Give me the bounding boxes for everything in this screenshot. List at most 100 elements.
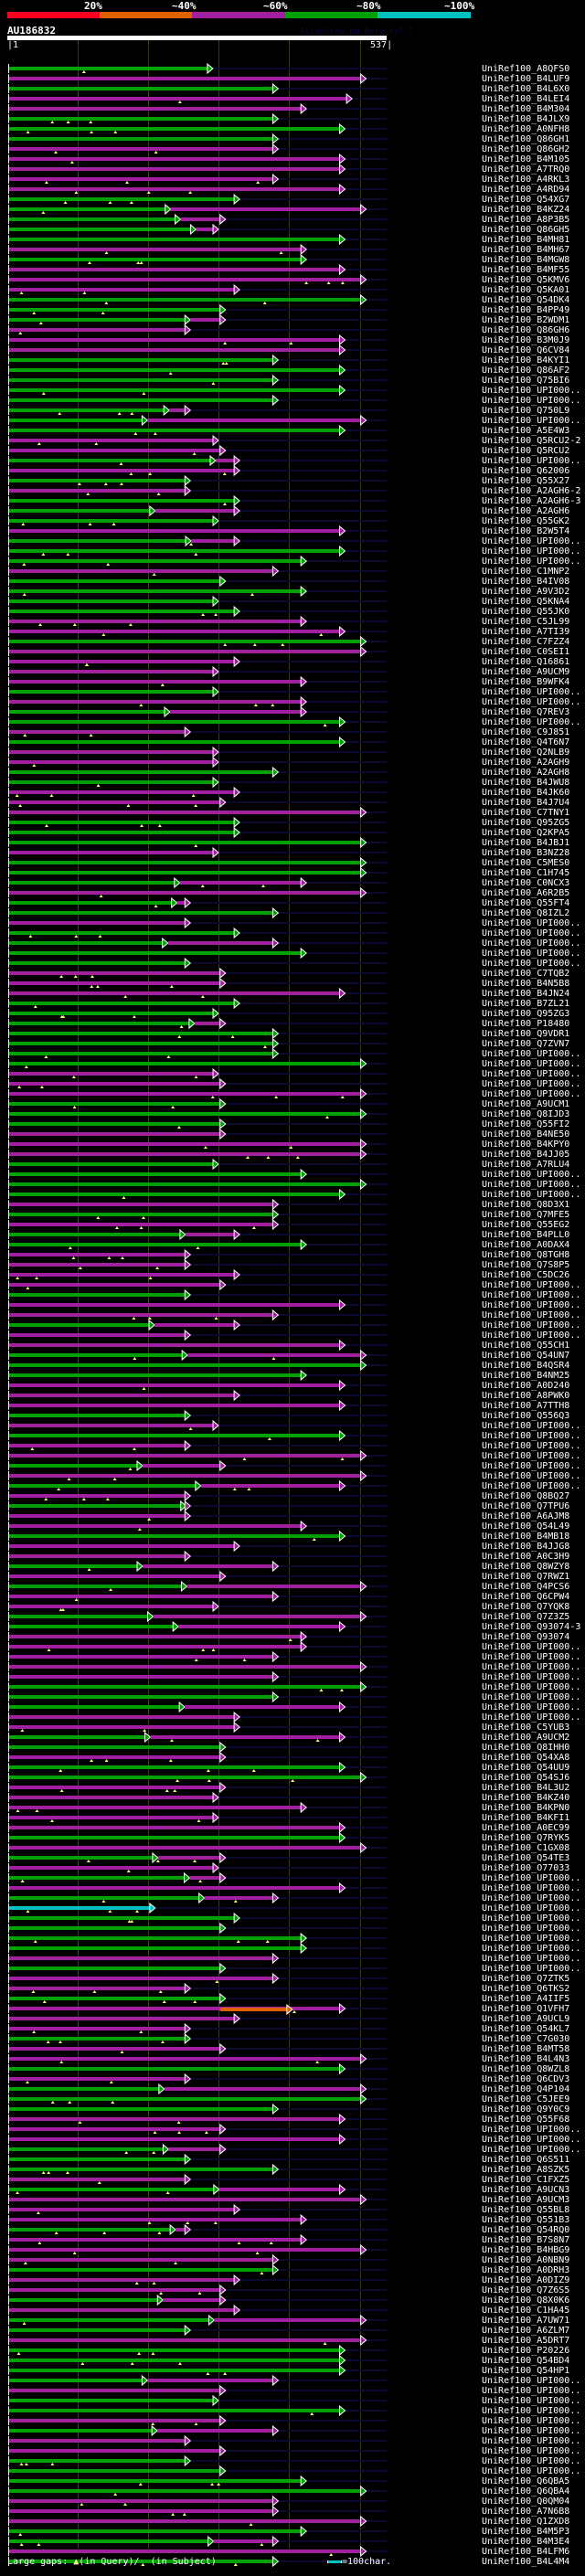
- hit-label[interactable]: UniRef100_B4MB18: [482, 1532, 570, 1542]
- hit-label[interactable]: UniRef100_C0SEI1: [482, 647, 570, 657]
- hit-label[interactable]: UniRef100_UPI000..: [482, 1662, 581, 1672]
- hit-label[interactable]: UniRef100_B4IV08: [482, 577, 570, 587]
- hit-label[interactable]: UniRef100_Q6CPW4: [482, 1592, 570, 1602]
- hit-label[interactable]: UniRef100_A8QFS0: [482, 64, 570, 74]
- hit-label[interactable]: UniRef100_A8SZK5: [482, 2165, 570, 2175]
- hit-label[interactable]: UniRef100_Q6TKS2: [482, 1984, 570, 1994]
- hit-label[interactable]: UniRef100_Q750L9: [482, 406, 570, 416]
- hit-label[interactable]: UniRef100_Q1ZXD8: [482, 2517, 570, 2527]
- hit-label[interactable]: UniRef100_C1HA45: [482, 2306, 570, 2316]
- hit-label[interactable]: UniRef100_A9UCN3: [482, 2185, 570, 2195]
- hit-label[interactable]: UniRef100_C5DC26: [482, 1270, 570, 1280]
- hit-label[interactable]: UniRef100_UPI000..: [482, 1310, 581, 1320]
- hit-label[interactable]: UniRef100_A0C3H9: [482, 1552, 570, 1562]
- hit-label[interactable]: UniRef100_B4M105: [482, 154, 570, 164]
- hit-label[interactable]: UniRef100_UPI000..: [482, 2426, 581, 2436]
- hit-label[interactable]: UniRef100_Q5RCU2: [482, 446, 570, 456]
- hit-label[interactable]: UniRef100_C5YUB3: [482, 1723, 570, 1733]
- hit-label[interactable]: UniRef100_Q9Y0C9: [482, 2104, 570, 2115]
- hit-label[interactable]: UniRef100_UPI000..: [482, 1481, 581, 1491]
- hit-label[interactable]: UniRef100_Q95ZG5: [482, 818, 570, 828]
- hit-label[interactable]: UniRef100_B4KYI1: [482, 355, 570, 366]
- hit-label[interactable]: UniRef100_Q93074-3: [482, 1622, 581, 1632]
- hit-label[interactable]: UniRef100_A6R2B5: [482, 888, 570, 898]
- hit-label[interactable]: UniRef100_C5JL99: [482, 617, 570, 627]
- hit-label[interactable]: UniRef100_UPI000..: [482, 1320, 581, 1330]
- hit-label[interactable]: UniRef100_O77033: [482, 1863, 570, 1873]
- hit-label[interactable]: UniRef100_UPI000..: [482, 918, 581, 928]
- hit-label[interactable]: UniRef100_B4KZ40: [482, 1793, 570, 1803]
- hit-label[interactable]: UniRef100_B4PP49: [482, 305, 570, 315]
- hit-label[interactable]: UniRef100_UPI000..: [482, 1069, 581, 1079]
- hit-label[interactable]: UniRef100_Q7ZTK5: [482, 1974, 570, 1984]
- hit-label[interactable]: UniRef100_B4MH67: [482, 245, 570, 255]
- hit-label[interactable]: UniRef100_B4M5P3: [482, 2527, 570, 2537]
- hit-label[interactable]: UniRef100_Q9VDR1: [482, 1029, 570, 1039]
- hit-label[interactable]: UniRef100_Q54BD4: [482, 2356, 570, 2366]
- hit-label[interactable]: UniRef100_A5E4W3: [482, 426, 570, 436]
- hit-label[interactable]: UniRef100_Q7Z6S5: [482, 2285, 570, 2295]
- hit-label[interactable]: UniRef100_B4HBG9: [482, 2245, 570, 2255]
- hit-label[interactable]: UniRef100_Q551B3: [482, 2215, 570, 2225]
- hit-label[interactable]: UniRef100_UPI000..: [482, 959, 581, 969]
- hit-label[interactable]: UniRef100_UPI000..: [482, 456, 581, 466]
- hit-label[interactable]: UniRef100_C1H745: [482, 868, 570, 878]
- hit-label[interactable]: UniRef100_UPI000..: [482, 1924, 581, 1934]
- hit-label[interactable]: UniRef100_B7S8N7: [482, 2235, 570, 2245]
- hit-label[interactable]: UniRef100_UPI000..: [482, 2406, 581, 2416]
- hit-label[interactable]: UniRef100_Q5RCU2-2: [482, 436, 581, 446]
- hit-label[interactable]: UniRef100_Q8IZL2: [482, 908, 570, 918]
- hit-label[interactable]: UniRef100_UPI000..: [482, 1441, 581, 1451]
- hit-label[interactable]: UniRef100_B4JLX9: [482, 114, 570, 124]
- hit-label[interactable]: UniRef100_Q8BQ27: [482, 1491, 570, 1501]
- hit-label[interactable]: UniRef100_UPI000..: [482, 1059, 581, 1069]
- hit-label[interactable]: UniRef100_UPI000..: [482, 546, 581, 557]
- hit-label[interactable]: UniRef100_A7UW71: [482, 2316, 570, 2326]
- hit-label[interactable]: UniRef100_A0DIZ9: [482, 2275, 570, 2285]
- hit-label[interactable]: UniRef100_A4RD94: [482, 185, 570, 195]
- hit-label[interactable]: UniRef100_B9WFK4: [482, 677, 570, 687]
- hit-label[interactable]: UniRef100_Q55F68: [482, 2115, 570, 2125]
- hit-label[interactable]: UniRef100_B4L6X0: [482, 84, 570, 94]
- hit-label[interactable]: UniRef100_A7TI39: [482, 627, 570, 637]
- hit-label[interactable]: UniRef100_Q6CV84: [482, 345, 570, 355]
- hit-label[interactable]: UniRef100_UPI000..: [482, 2135, 581, 2145]
- hit-label[interactable]: UniRef100_Q7ZVN7: [482, 1039, 570, 1049]
- hit-label[interactable]: UniRef100_UPI000..: [482, 2145, 581, 2155]
- hit-label[interactable]: UniRef100_A7N6B8: [482, 2507, 570, 2517]
- hit-label[interactable]: UniRef100_UPI000..: [482, 1954, 581, 1964]
- hit-label[interactable]: UniRef100_A9UCM9: [482, 667, 570, 677]
- hit-label[interactable]: UniRef100_Q6CDV3: [482, 2074, 570, 2084]
- hit-label[interactable]: UniRef100_Q2NLB9: [482, 747, 570, 758]
- hit-label[interactable]: UniRef100_A0DRH3: [482, 2265, 570, 2275]
- hit-label[interactable]: UniRef100_A0EC99: [482, 1823, 570, 1833]
- hit-label[interactable]: UniRef100_Q54KL7: [482, 2024, 570, 2034]
- hit-label[interactable]: UniRef100_A6AJM8: [482, 1511, 570, 1521]
- hit-label[interactable]: UniRef100_Q7RWZ1: [482, 1572, 570, 1582]
- hit-label[interactable]: UniRef100_UPI000..: [482, 2436, 581, 2446]
- hit-label[interactable]: UniRef100_Q62006: [482, 466, 570, 476]
- hit-label[interactable]: UniRef100_Q5KNA4: [482, 597, 570, 607]
- hit-label[interactable]: UniRef100_Q5KMV6: [482, 275, 570, 285]
- hit-label[interactable]: UniRef100_UPI000..: [482, 2125, 581, 2135]
- hit-label[interactable]: UniRef100_Q55JK0: [482, 607, 570, 617]
- hit-label[interactable]: UniRef100_UPI000..: [482, 1642, 581, 1652]
- hit-label[interactable]: UniRef100_A2AGH6: [482, 506, 570, 516]
- hit-label[interactable]: UniRef100_A8PWK0: [482, 1391, 570, 1401]
- hit-label[interactable]: UniRef100_UPI000..: [482, 1300, 581, 1310]
- hit-label[interactable]: UniRef100_Q7MFE5: [482, 1210, 570, 1220]
- hit-label[interactable]: UniRef100_UPI000..: [482, 1421, 581, 1431]
- hit-label[interactable]: UniRef100_UPI000..: [482, 1652, 581, 1662]
- hit-label[interactable]: UniRef100_Q8WZL8: [482, 2064, 570, 2074]
- hit-label[interactable]: UniRef100_UPI000..: [482, 1672, 581, 1682]
- hit-label[interactable]: UniRef100_B7ZL21: [482, 999, 570, 1009]
- hit-label[interactable]: UniRef100_Q86GH1: [482, 134, 570, 144]
- hit-label[interactable]: UniRef100_UPI000..: [482, 557, 581, 567]
- hit-label[interactable]: UniRef100_B4MGW8: [482, 255, 570, 265]
- hit-label[interactable]: UniRef100_Q6S511: [482, 2155, 570, 2165]
- hit-label[interactable]: UniRef100_B4MT58: [482, 2044, 570, 2054]
- hit-label[interactable]: UniRef100_Q55FT4: [482, 898, 570, 908]
- hit-label[interactable]: UniRef100_Q2KPA5: [482, 828, 570, 838]
- hit-label[interactable]: UniRef100_UPI000..: [482, 1692, 581, 1702]
- hit-label[interactable]: UniRef100_Q55X27: [482, 476, 570, 486]
